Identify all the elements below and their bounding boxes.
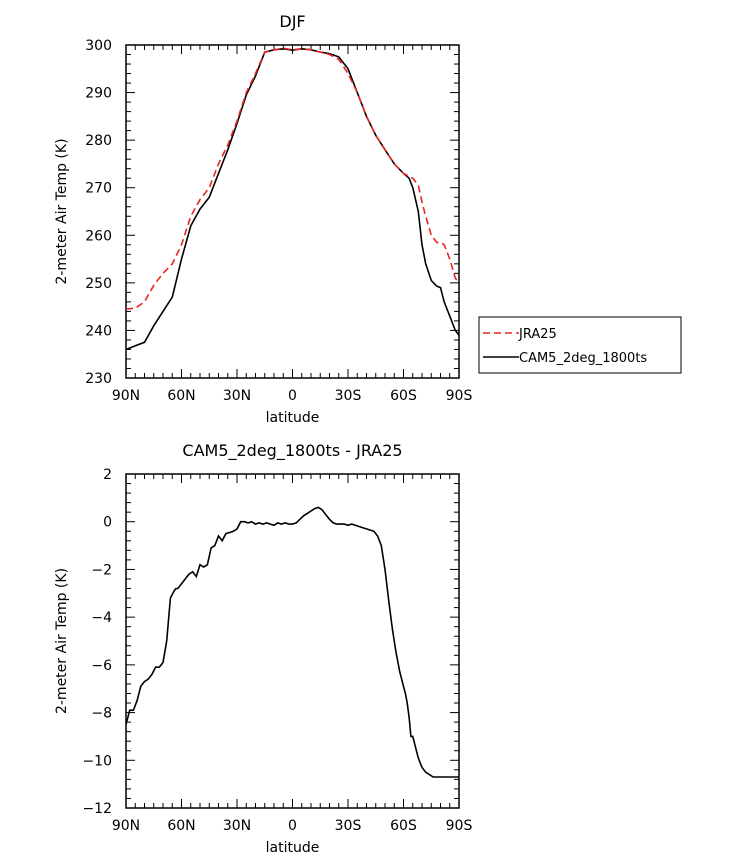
top-panel: DJF 90N 60N 30N 0 30S 60S 90S latitude 230 240 250 2…	[54, 12, 472, 426]
bottom-chart-title: CAM5_2deg_1800ts - JRA25	[182, 441, 402, 461]
top-x-tick-label: 60N	[167, 388, 195, 404]
top-series-line-cam5-2deg-1800ts	[126, 47, 459, 351]
top-y-axis-label: 2-meter Air Temp (K)	[54, 138, 70, 284]
bottom-x-tick-label: 60N	[167, 818, 195, 834]
top-x-tick-label: 90N	[112, 388, 140, 404]
top-y-tick-label: 280	[85, 133, 112, 149]
bottom-y-tick-label: 0	[103, 515, 112, 531]
top-y-tick-label: 290	[85, 86, 112, 102]
bottom-x-tick-label: 30N	[223, 818, 251, 834]
bottom-series-line-difference	[126, 506, 459, 778]
bottom-x-tick-label: 0	[288, 818, 297, 834]
top-x-tick-label: 30S	[335, 388, 362, 404]
top-y-tick-label: 250	[85, 276, 112, 292]
bottom-y-tick-label: −10	[82, 753, 112, 769]
top-series-line-jra25	[126, 47, 459, 310]
bottom-y-tick-label: −8	[91, 706, 112, 722]
bottom-y-axis-label: 2-meter Air Temp (K)	[54, 568, 70, 714]
top-x-tick-label: 60S	[390, 388, 417, 404]
legend-label: CAM5_2deg_1800ts	[519, 351, 647, 366]
bottom-y-tick-label: −4	[91, 610, 112, 626]
top-x-tick-label: 0	[288, 388, 297, 404]
top-x-tick-label: 30N	[223, 388, 251, 404]
bottom-x-tick-label: 90N	[112, 818, 140, 834]
bottom-y-tick-label: −6	[91, 658, 112, 674]
bottom-y-tick-label: −12	[82, 801, 112, 817]
legend: JRA25 CAM5_2deg_1800ts	[478, 316, 682, 374]
legend-box	[478, 316, 682, 374]
bottom-x-tick-label: 90S	[446, 818, 473, 834]
legend-label: JRA25	[518, 327, 557, 342]
top-x-tick-label: 90S	[446, 388, 473, 404]
bottom-panel: CAM5_2deg_1800ts - JRA25 90N 60N 30N 0 30S 60S…	[54, 441, 472, 856]
bottom-x-tick-label: 30S	[335, 818, 362, 834]
top-plot-frame	[125, 44, 460, 379]
bottom-x-tick-label: 60S	[390, 818, 417, 834]
top-y-tick-label: 230	[85, 371, 112, 387]
top-y-tick-label: 300	[85, 38, 112, 54]
bottom-y-tick-label: 2	[103, 467, 112, 483]
top-x-axis-label: latitude	[266, 410, 320, 426]
top-y-tick-label: 260	[85, 228, 112, 244]
top-chart-title: DJF	[279, 12, 305, 31]
top-y-tick-label: 240	[85, 323, 112, 339]
bottom-y-tick-label: −2	[91, 562, 112, 578]
bottom-x-axis-label: latitude	[266, 840, 320, 856]
top-y-tick-label: 270	[85, 181, 112, 197]
